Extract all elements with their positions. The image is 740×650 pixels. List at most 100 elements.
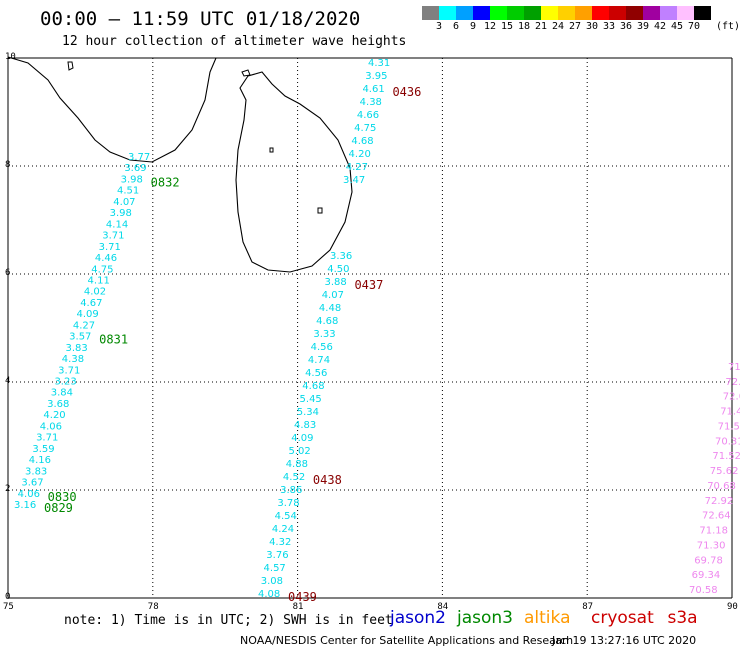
wave-height-label: 3.95 <box>365 71 387 82</box>
legend-swatch <box>456 6 473 20</box>
map-grid <box>7 57 733 599</box>
wave-height-label: 4.46 <box>95 253 117 264</box>
wave-height-label: 4.68 <box>316 316 338 327</box>
wave-height-label: 4.20 <box>349 149 371 160</box>
wave-height-label: 4.08 <box>258 589 280 600</box>
satellite-name-s3a: s3a <box>667 608 698 628</box>
wave-height-label: 5.34 <box>297 407 319 418</box>
wave-height-label: 4.06 <box>18 489 40 500</box>
wave-height-label: 3.33 <box>313 329 335 340</box>
pass-time-label: 0831 <box>99 333 128 347</box>
satellite-name-cryosat: cryosat <box>591 608 654 628</box>
wave-height-label: 4.56 <box>305 368 327 379</box>
longitude-tick: 90 <box>727 602 738 612</box>
wave-height-label: 4.09 <box>291 433 313 444</box>
legend-swatch <box>524 6 541 20</box>
wave-height-label: 4.68 <box>302 381 324 392</box>
wave-height-label: 70.31 <box>715 436 740 447</box>
wave-height-label: 3.47 <box>343 175 365 186</box>
legend-swatch <box>592 6 609 20</box>
legend-swatch <box>558 6 575 20</box>
wave-height-label: 3.71 <box>102 231 124 242</box>
pass-time-label: 0436 <box>392 85 421 99</box>
wave-height-label: 3.86 <box>280 485 302 496</box>
legend-swatch <box>626 6 643 20</box>
legend-label: 70 <box>688 21 701 32</box>
latitude-tick: 4 <box>5 376 11 386</box>
footer-note: note: 1) Time is in UTC; 2) SWH is in fe… <box>64 613 393 628</box>
wave-height-label: 4.74 <box>308 355 330 366</box>
wave-height-label: 70.68 <box>707 481 736 492</box>
legend-label: 15 <box>501 21 514 32</box>
wave-height-label: 3.59 <box>32 444 54 455</box>
wave-height-label: 4.14 <box>106 219 128 230</box>
island <box>67 61 74 71</box>
wave-height-label: 3.76 <box>266 550 288 561</box>
wave-height-label: 3.57 <box>69 332 91 343</box>
latitude-tick: 10 <box>5 52 16 62</box>
wave-height-label: 4.07 <box>322 290 344 301</box>
legend-swatch <box>575 6 592 20</box>
wave-height-label: 4.88 <box>286 459 308 470</box>
legend-label: 6 <box>453 21 460 32</box>
pass-time-label: 0437 <box>354 278 383 292</box>
wave-height-label: 4.09 <box>77 309 99 320</box>
wave-height-label: 3.83 <box>25 466 47 477</box>
latitude-tick: 2 <box>5 484 11 494</box>
wave-height-label: 3.71 <box>99 242 121 253</box>
wave-height-label: 3.78 <box>277 498 299 509</box>
pass-time-label: 0438 <box>313 473 342 487</box>
wave-height-label: 4.32 <box>269 537 291 548</box>
coastline <box>7 56 353 273</box>
wave-height-label: 4.38 <box>62 354 84 365</box>
wave-height-label: 72.08 <box>723 392 740 403</box>
wave-height-label: 4.67 <box>80 298 102 309</box>
pass-time-label: 0829 <box>44 501 73 515</box>
longitude-tick: 75 <box>3 602 14 612</box>
legend-swatch <box>507 6 524 20</box>
wave-height-label: 4.57 <box>264 563 286 574</box>
page-subtitle: 12 hour collection of altimeter wave hei… <box>62 34 407 49</box>
wave-height-label: 3.08 <box>261 576 283 587</box>
wave-height-label: 72.14 <box>725 377 740 388</box>
legend-label: 21 <box>535 21 548 32</box>
longitude-tick: 84 <box>437 602 449 612</box>
wave-height-label: 3.83 <box>65 343 87 354</box>
legend-label: 39 <box>637 21 650 32</box>
wave-height-label: 69.78 <box>694 555 723 566</box>
wave-height-label: 72.64 <box>702 511 731 522</box>
wave-height-label: 4.27 <box>73 320 95 331</box>
sri-lanka-coastline <box>235 71 353 273</box>
credit-line: NOAA/NESDIS Center for Satellite Applica… <box>240 634 574 647</box>
wave-height-label: 3.68 <box>47 399 69 410</box>
wave-height-label: 75.62 <box>710 466 739 477</box>
wave-height-label: 4.07 <box>113 197 135 208</box>
legend-label: 45 <box>671 21 684 32</box>
longitude-tick: 78 <box>147 602 159 612</box>
pass-time-label: 0830 <box>48 490 77 504</box>
legend-swatch <box>439 6 456 20</box>
wave-height-label: 4.31 <box>368 58 390 69</box>
wave-height-label: 3.71 <box>58 365 80 376</box>
wave-height-label: 3.16 <box>14 500 36 511</box>
legend-swatch <box>660 6 677 20</box>
wave-height-label: 3.36 <box>330 251 352 262</box>
legend-swatch <box>473 6 490 20</box>
legend-label: 24 <box>552 21 565 32</box>
legend-swatch <box>490 6 507 20</box>
altimeter-tracks: 3.164.063.673.834.163.593.714.064.203.68… <box>14 58 740 604</box>
wave-height-label: 3.23 <box>54 377 76 388</box>
generated-timestamp: Jan 19 13:27:16 UTC 2020 <box>552 634 697 647</box>
legend-swatch <box>422 6 439 20</box>
wave-height-label: 71.44 <box>720 407 740 418</box>
wave-height-label: 71.30 <box>697 540 726 551</box>
color-legend <box>422 6 711 20</box>
wave-height-label: 4.66 <box>357 110 379 121</box>
wave-height-label: 3.84 <box>51 388 73 399</box>
latitude-tick: 0 <box>5 592 11 602</box>
wave-height-label: 4.24 <box>272 524 294 535</box>
pass-time-label: 0832 <box>151 175 180 189</box>
wave-height-label: 72.92 <box>705 496 734 507</box>
legend-swatch <box>677 6 694 20</box>
